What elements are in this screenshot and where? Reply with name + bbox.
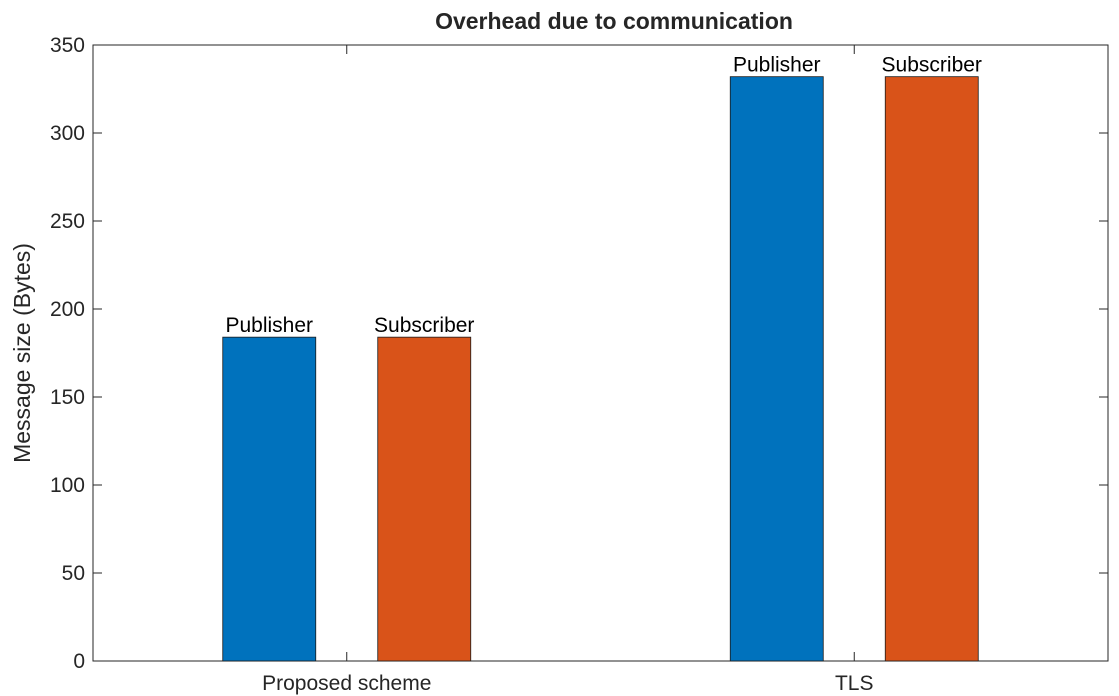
chart-title: Overhead due to communication [435, 8, 793, 34]
y-tick-label: 200 [50, 298, 85, 321]
y-tick-label: 150 [50, 386, 85, 409]
data-labels-group: Publisher Publisher Subscriber Subscriber [225, 54, 981, 337]
y-axis-label: Message size (Bytes) [9, 243, 35, 463]
x-tick-label: TLS [835, 672, 874, 695]
axis-ticks: 0 50 100 150 200 250 300 350 Proposed scheme TLS [50, 34, 1108, 695]
bar-label-subscriber: Subscriber [882, 54, 982, 77]
y-tick-label: 50 [62, 562, 85, 585]
bar-publisher [222, 336, 317, 662]
plot-area-frame [92, 44, 1109, 662]
bar-subscriber [884, 76, 979, 662]
y-tick-label: 100 [50, 474, 85, 497]
bar-label-publisher: Publisher [225, 314, 313, 337]
bar-label-publisher: Publisher [733, 54, 821, 77]
y-tick-label: 250 [50, 210, 85, 233]
bar-label-subscriber: Subscriber [374, 314, 474, 337]
bars-group [222, 76, 979, 662]
bar-publisher [729, 76, 824, 662]
y-tick-label: 0 [73, 650, 85, 673]
y-tick-label: 350 [50, 34, 85, 57]
y-tick-label: 300 [50, 122, 85, 145]
bar-subscriber [377, 336, 472, 662]
x-tick-label: Proposed scheme [262, 672, 431, 695]
